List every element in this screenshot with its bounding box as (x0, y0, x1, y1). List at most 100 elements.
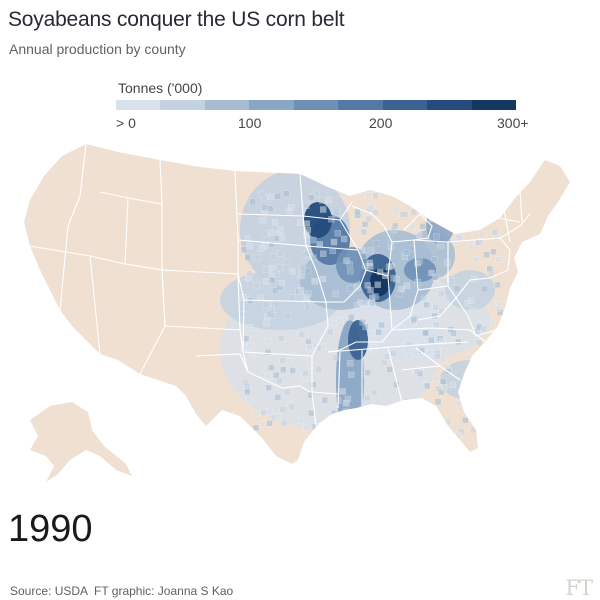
county-cell (254, 254, 261, 261)
county-cell (436, 213, 443, 221)
county-cell (491, 413, 498, 420)
county-cell (494, 305, 502, 312)
county-cell (491, 389, 498, 396)
county-cell (320, 250, 327, 257)
county-cell (244, 235, 251, 242)
county-cell (481, 349, 489, 356)
county-cell (429, 215, 436, 222)
county-cell (310, 381, 317, 388)
county-cell (276, 264, 283, 271)
county-cell (240, 434, 248, 441)
county-cell (439, 355, 447, 363)
legend-swatch-1 (160, 100, 205, 110)
county-cell (473, 216, 481, 223)
county-cell (359, 421, 366, 429)
county-cell (438, 277, 445, 284)
county-cell (327, 328, 334, 336)
county-cell (495, 256, 502, 263)
county-cell (348, 371, 355, 378)
county-cell (309, 236, 317, 244)
county-cell (441, 419, 449, 427)
county-cell (306, 344, 313, 352)
county-cell (302, 370, 309, 377)
county-cell (276, 377, 283, 385)
county-cell (403, 249, 410, 256)
county-cell (278, 234, 286, 241)
county-cell (444, 437, 451, 444)
county-cell (253, 282, 260, 289)
county-cell (467, 244, 474, 251)
county-cell (267, 193, 274, 201)
county-cell (426, 349, 433, 356)
legend-swatch-0 (116, 100, 161, 110)
county-cell (354, 208, 361, 216)
county-cell (489, 318, 496, 325)
county-cell (423, 301, 430, 309)
county-cell (263, 319, 270, 327)
county-cell (308, 409, 315, 417)
county-cell (434, 398, 442, 405)
county-cell (340, 235, 348, 243)
county-cell (382, 412, 389, 419)
county-cell (403, 282, 411, 289)
county-cell (319, 275, 326, 283)
legend-swatch-3 (249, 100, 294, 110)
county-cell (424, 382, 431, 390)
county-cell (274, 394, 281, 401)
county-cell (247, 342, 254, 349)
county-cell (420, 195, 428, 202)
county-cell (342, 408, 350, 415)
county-cell (491, 403, 499, 410)
county-cell (432, 303, 439, 311)
county-cell (244, 274, 252, 282)
graphic-credit: FT graphic: Joanna S Kao (94, 584, 234, 598)
county-cell (390, 274, 397, 282)
county-cell (348, 413, 355, 420)
county-cell (247, 297, 254, 304)
county-cell (307, 362, 314, 369)
county-cell (358, 407, 365, 415)
county-cell (381, 358, 388, 366)
county-cell (431, 274, 439, 281)
county-cell (364, 369, 371, 376)
county-cell (244, 388, 251, 396)
county-cell (369, 416, 376, 423)
county-cell (353, 302, 361, 309)
county-cell (435, 420, 443, 428)
county-cell (486, 190, 494, 197)
county-cell (449, 381, 456, 389)
county-cell (440, 384, 448, 391)
county-cell (377, 268, 384, 275)
county-cell (434, 353, 441, 360)
county-cell (372, 293, 379, 300)
county-cell (297, 287, 305, 294)
county-cell (482, 356, 489, 363)
county-cell (243, 382, 251, 390)
county-cell (303, 202, 310, 209)
county-cell (441, 431, 448, 439)
year-label: 1990 (8, 508, 93, 550)
production-area-carolinas (440, 360, 500, 400)
county-cell (260, 409, 267, 416)
county-cell (242, 335, 250, 342)
county-cell (350, 410, 357, 417)
county-cell (486, 338, 493, 346)
county-cell (283, 190, 290, 197)
county-cell (277, 335, 285, 342)
county-cell (414, 430, 421, 437)
county-cell (265, 372, 272, 380)
county-cell (369, 300, 376, 307)
county-cell (318, 197, 326, 204)
county-cell (463, 391, 470, 398)
legend-swatch-2 (204, 100, 250, 110)
county-cell (340, 191, 348, 198)
county-cell (350, 427, 358, 435)
county-cell (489, 342, 497, 349)
county-cell (260, 421, 267, 428)
county-cell (361, 221, 369, 228)
ft-logo: FT (565, 576, 593, 600)
county-cell (477, 219, 485, 226)
county-cell (330, 238, 338, 246)
county-cell (435, 416, 442, 423)
county-cell (267, 205, 274, 212)
